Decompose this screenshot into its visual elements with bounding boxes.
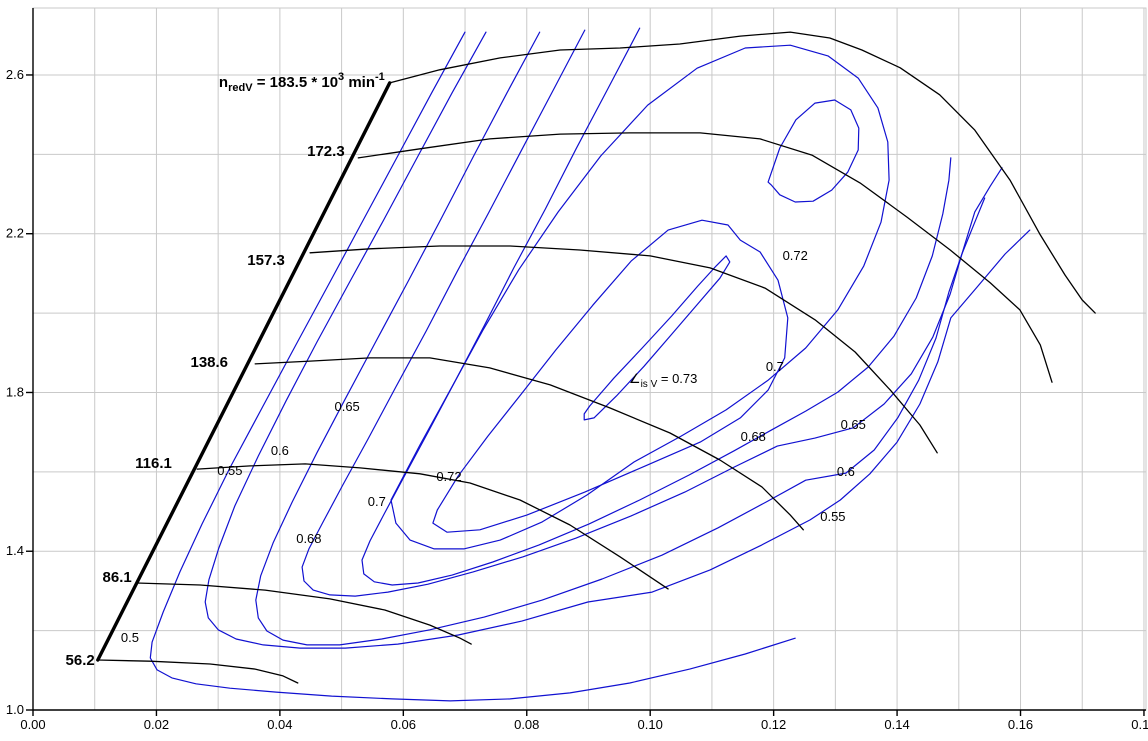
efficiency-contour-labels: 0.5 0.55 0.6 0.65 0.68 0.7 0.72 0.72 0.7 0.68 0.65… bbox=[121, 248, 866, 645]
speed-line-label-157.3: 157.3 bbox=[247, 252, 285, 269]
speed-lines bbox=[97, 31, 1096, 684]
speed-label-183.5-part: -1 bbox=[375, 71, 385, 83]
speed-label-183.5-part: redV bbox=[228, 82, 253, 94]
efficiency-contour-0.65 bbox=[301, 29, 1003, 597]
speed-line-labels: 56.2 86.1 116.1 138.6 157.3 172.3 bbox=[66, 143, 345, 669]
speed-line-label-86.1: 86.1 bbox=[103, 569, 132, 586]
efficiency-label: 0.65 bbox=[334, 399, 359, 414]
efficiency-label: 0.55 bbox=[217, 463, 242, 478]
eta-isv-label-part: = 0.73 bbox=[657, 371, 697, 386]
efficiency-contour-0.5 bbox=[149, 31, 796, 702]
speed-label-183.5: nredV = 183.5 * 103 min-1 bbox=[219, 71, 385, 94]
y-tick-label: 2.2 bbox=[6, 226, 24, 241]
speed-label-183.5-part: min bbox=[344, 74, 375, 91]
speed-label-183.5-part: 3 bbox=[338, 71, 344, 83]
efficiency-label: 0.7 bbox=[766, 359, 784, 374]
x-tick-label: 0.08 bbox=[514, 717, 539, 732]
efficiency-label: 0.68 bbox=[296, 531, 321, 546]
efficiency-label: 0.7 bbox=[368, 494, 386, 509]
speed-line-138.6 bbox=[254, 357, 804, 531]
x-tick-label: 0.16 bbox=[1008, 717, 1033, 732]
efficiency-contour-0.68 bbox=[361, 27, 952, 586]
x-tick-label: 0.14 bbox=[884, 717, 909, 732]
speed-line-183.5 bbox=[389, 31, 1096, 314]
y-tick-label: 2.6 bbox=[6, 67, 24, 82]
y-tick-label: 1.0 bbox=[6, 702, 24, 717]
surge-line bbox=[96, 81, 392, 662]
speed-line-172.3 bbox=[357, 132, 1053, 383]
efficiency-contours bbox=[149, 27, 1031, 702]
efficiency-contour-0.72 bbox=[767, 99, 860, 203]
x-tick-label: 0.06 bbox=[391, 717, 416, 732]
axis-labels: 0.00 0.02 0.04 0.06 0.08 0.10 0.12 0.14 0.16 0.18… bbox=[6, 67, 1148, 732]
speed-line-56.2 bbox=[97, 659, 299, 684]
speed-line-157.3 bbox=[309, 245, 938, 454]
eta-isv-label: ∠is V = 0.73 bbox=[629, 371, 697, 390]
efficiency-contour-0.6 bbox=[255, 31, 986, 646]
x-tick-label: 0.00 bbox=[20, 717, 45, 732]
speed-line-label-116.1: 116.1 bbox=[135, 455, 172, 472]
efficiency-label: 0.65 bbox=[841, 417, 866, 432]
efficiency-label: 0.72 bbox=[783, 248, 808, 263]
efficiency-label: 0.5 bbox=[121, 630, 139, 645]
efficiency-label: 0.6 bbox=[837, 464, 855, 479]
x-tick-label: 0.04 bbox=[267, 717, 292, 732]
y-tick-label: 1.8 bbox=[6, 384, 24, 399]
y-tick-label: 1.4 bbox=[6, 543, 24, 558]
efficiency-contour-0.72 bbox=[432, 219, 789, 533]
speed-line-116.1 bbox=[196, 463, 669, 590]
x-tick-label: 0.12 bbox=[761, 717, 786, 732]
speed-label-183.5-part: = 183.5 * 10 bbox=[253, 74, 339, 91]
efficiency-label: 0.55 bbox=[820, 509, 845, 524]
grid-lines bbox=[32, 7, 1147, 711]
eta-isv-label-part: is V bbox=[641, 379, 658, 390]
efficiency-label: 0.68 bbox=[741, 429, 766, 444]
efficiency-contour-0.55 bbox=[204, 31, 1031, 649]
x-tick-label: 0.18 bbox=[1131, 717, 1148, 732]
speed-line-label-172.3: 172.3 bbox=[307, 143, 345, 160]
efficiency-contour-0.73 bbox=[583, 255, 731, 421]
speed-line-86.1 bbox=[136, 582, 472, 645]
efficiency-label: 0.72 bbox=[436, 469, 461, 484]
efficiency-label: 0.6 bbox=[271, 443, 289, 458]
axes bbox=[26, 8, 1146, 716]
eta-isv-label-part: ∠ bbox=[629, 371, 641, 386]
x-tick-label: 0.10 bbox=[638, 717, 663, 732]
speed-line-label-56.2: 56.2 bbox=[66, 652, 95, 669]
speed-line-label-138.6: 138.6 bbox=[190, 354, 228, 371]
x-tick-label: 0.02 bbox=[144, 717, 169, 732]
speed-label-183.5-part: n bbox=[219, 74, 228, 91]
